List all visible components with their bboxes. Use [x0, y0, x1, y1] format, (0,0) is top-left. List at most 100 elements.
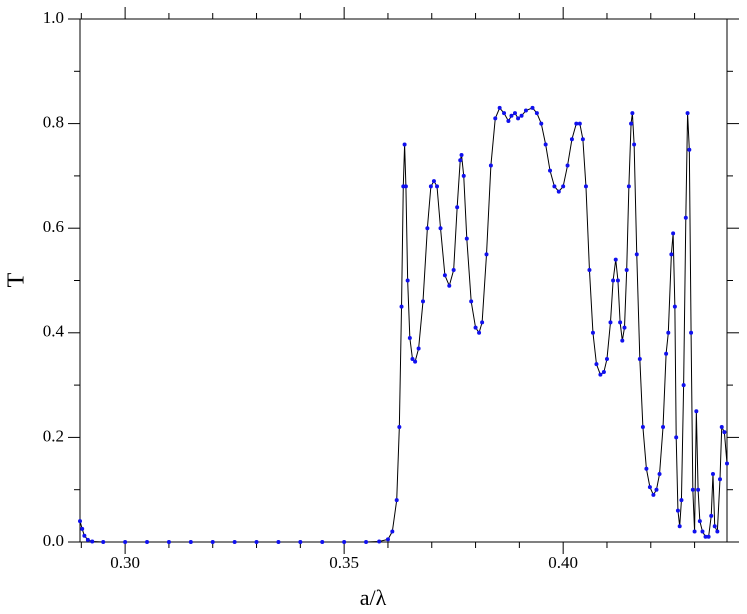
data-point — [598, 372, 603, 377]
data-point — [679, 498, 684, 503]
data-point — [85, 537, 90, 542]
data-point — [706, 534, 711, 539]
data-point — [530, 105, 535, 110]
data-point — [601, 370, 606, 375]
data-point — [497, 105, 502, 110]
data-point — [451, 268, 456, 273]
y-tick-label: 0.2 — [43, 426, 64, 445]
data-point — [622, 325, 627, 330]
data-point — [523, 108, 528, 113]
data-point — [397, 424, 402, 429]
data-point — [101, 540, 106, 544]
data-point — [712, 524, 717, 529]
data-point — [493, 116, 498, 121]
data-point — [459, 152, 464, 157]
data-point — [232, 540, 237, 544]
data-point — [506, 118, 511, 123]
data-point — [420, 299, 425, 304]
data-point — [509, 113, 514, 118]
data-point — [431, 179, 436, 184]
data-point — [624, 268, 629, 273]
data-point — [447, 283, 452, 288]
data-point — [666, 330, 671, 335]
data-point — [80, 526, 85, 531]
data-point — [543, 142, 548, 147]
data-point — [469, 299, 474, 304]
data-point — [78, 519, 82, 524]
data-point — [637, 356, 642, 361]
data-point — [657, 472, 662, 477]
data-point — [675, 508, 680, 513]
data-point — [694, 409, 699, 414]
data-point — [640, 424, 645, 429]
y-tick-label: 1.0 — [43, 8, 64, 27]
data-point — [477, 330, 482, 335]
data-point — [552, 184, 557, 189]
data-point — [613, 257, 618, 262]
data-point — [615, 278, 620, 283]
data-point — [188, 540, 193, 544]
data-point — [276, 540, 281, 544]
data-point — [692, 529, 697, 534]
data-point — [488, 163, 493, 168]
data-point — [697, 519, 702, 524]
data-point — [651, 492, 656, 497]
data-point — [669, 252, 674, 257]
data-point — [594, 362, 599, 367]
data-point — [677, 524, 682, 529]
data-point — [590, 330, 595, 335]
data-point — [618, 320, 623, 325]
data-point — [604, 356, 609, 361]
data-point — [405, 278, 410, 283]
data-point — [342, 540, 347, 544]
data-point — [123, 540, 128, 544]
data-point — [630, 111, 635, 116]
data-point — [654, 487, 659, 492]
y-axis-label: T — [4, 272, 30, 287]
data-point — [458, 158, 463, 163]
data-point — [502, 111, 507, 116]
data-point — [674, 435, 679, 440]
data-point — [690, 487, 695, 492]
data-point — [534, 111, 539, 116]
data-point — [166, 540, 171, 544]
data-point — [644, 466, 649, 471]
data-point — [580, 137, 585, 142]
data-point — [629, 121, 634, 126]
data-point — [725, 461, 729, 466]
data-point — [442, 273, 447, 278]
y-tick-label: 0.6 — [43, 217, 64, 236]
data-point — [539, 121, 544, 126]
data-point — [210, 540, 215, 544]
x-tick-label: 0.30 — [110, 553, 140, 572]
data-point — [473, 325, 478, 330]
data-point — [620, 338, 625, 343]
data-point — [390, 529, 395, 534]
data-point — [435, 184, 440, 189]
data-point — [687, 147, 692, 152]
data-point — [710, 472, 715, 477]
data-point — [548, 168, 553, 173]
data-point — [145, 540, 150, 544]
data-point — [90, 539, 95, 544]
data-point — [703, 534, 708, 539]
data-point — [626, 184, 631, 189]
x-tick-label: 0.40 — [548, 553, 578, 572]
data-point — [394, 498, 399, 503]
data-point — [385, 537, 390, 542]
data-point — [82, 533, 87, 538]
data-point — [683, 215, 688, 220]
data-point — [455, 205, 460, 210]
data-point — [685, 111, 690, 116]
data-point — [320, 540, 325, 544]
data-point — [672, 304, 677, 309]
data-point — [484, 252, 489, 257]
data-point — [574, 121, 579, 126]
data-point — [715, 529, 720, 534]
data-point — [719, 424, 724, 429]
data-point — [689, 330, 694, 335]
data-point — [561, 184, 566, 189]
data-point — [461, 173, 466, 178]
data-point — [632, 142, 637, 147]
data-point — [577, 121, 582, 126]
